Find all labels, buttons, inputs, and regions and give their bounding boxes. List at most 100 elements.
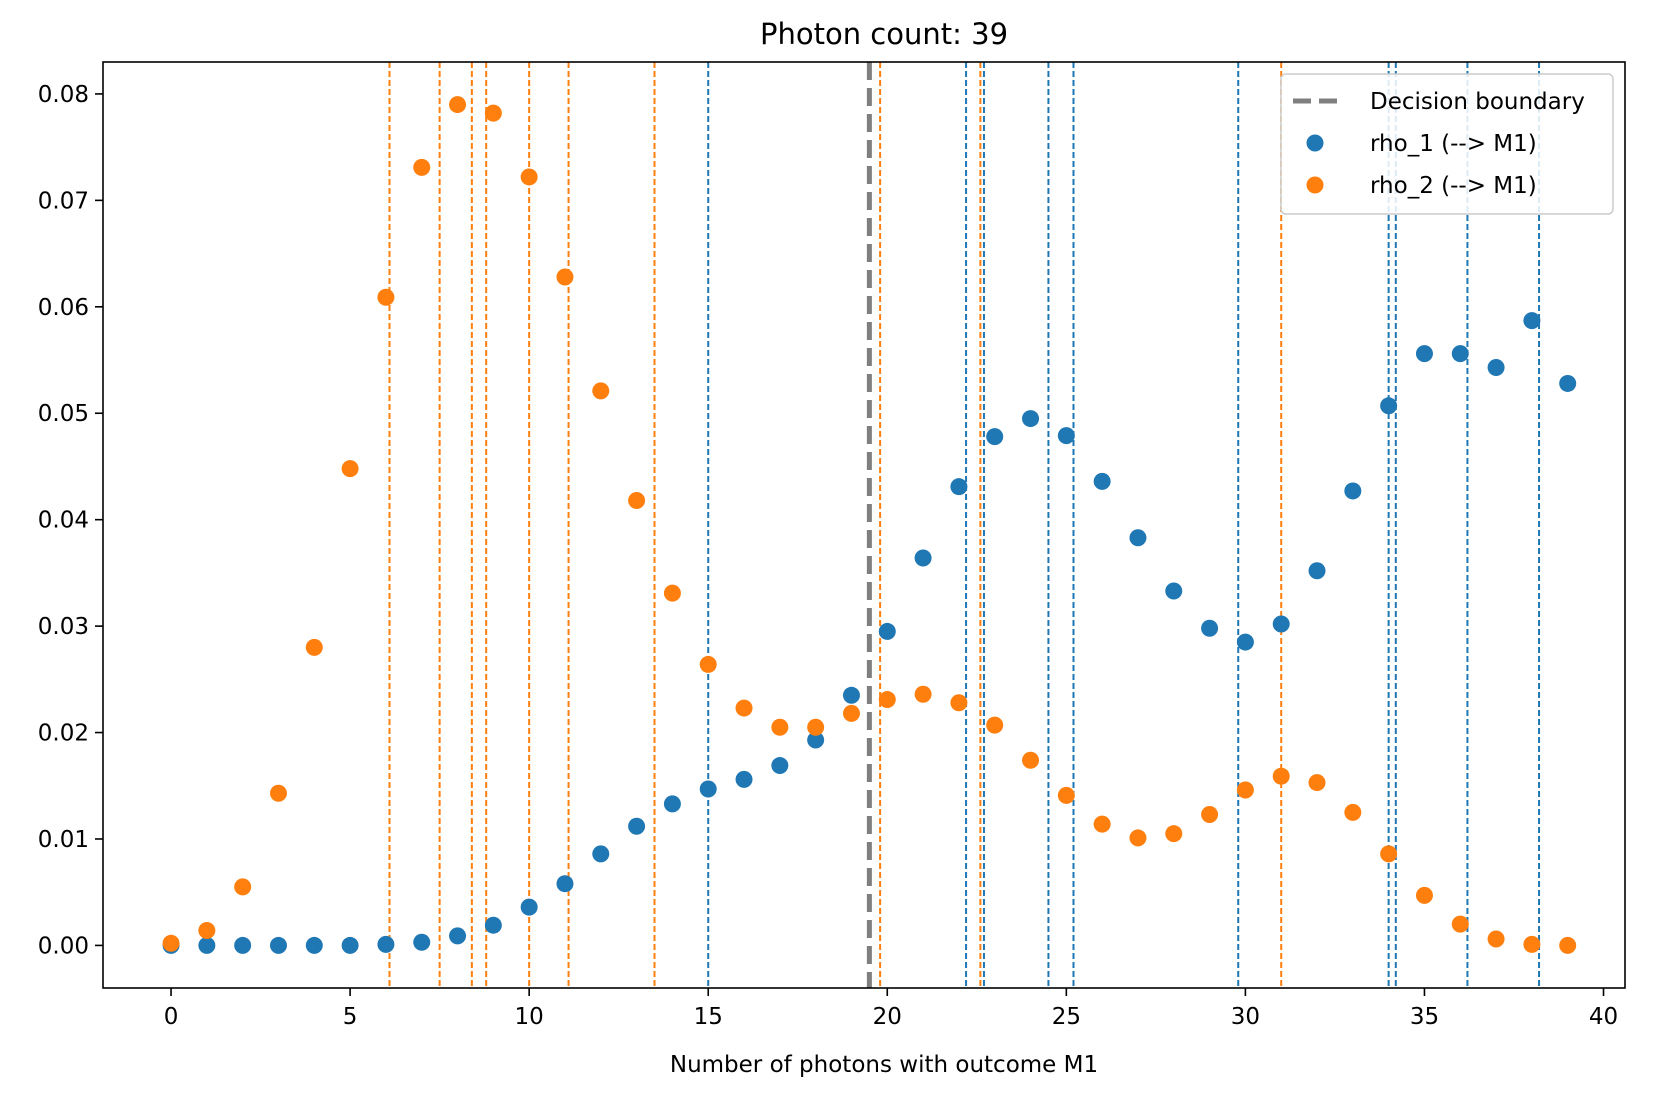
x-axis-label: Number of photons with outcome M1 <box>670 1052 1098 1078</box>
data-point-series1-23 <box>986 428 1004 446</box>
x-tick-label-5: 25 <box>1052 1004 1081 1030</box>
data-point-series1-28 <box>1165 582 1183 600</box>
chart-title: Photon count: 39 <box>760 17 1008 51</box>
data-point-series1-38 <box>1523 312 1541 330</box>
data-point-series1-7 <box>413 933 431 951</box>
x-tick-label-6: 30 <box>1231 1004 1260 1030</box>
data-point-series1-20 <box>878 622 896 640</box>
data-point-series2-2 <box>234 878 252 896</box>
data-point-series1-17 <box>771 757 789 775</box>
data-point-series1-37 <box>1487 358 1505 376</box>
legend-label-decision-boundary: Decision boundary <box>1370 89 1585 115</box>
x-tick-label-7: 35 <box>1410 1004 1439 1030</box>
y-tick-label-5: 0.05 <box>38 401 89 427</box>
data-point-series2-39 <box>1559 936 1577 954</box>
data-point-series1-5 <box>341 936 359 954</box>
data-point-series1-36 <box>1451 345 1469 363</box>
data-point-series2-32 <box>1308 774 1326 792</box>
data-point-series2-7 <box>413 158 431 176</box>
axes-frame <box>102 61 1626 989</box>
data-point-series1-33 <box>1344 482 1362 500</box>
x-tick-label-1: 5 <box>343 1004 358 1030</box>
y-tick-label-1: 0.01 <box>38 827 89 853</box>
data-point-series2-27 <box>1129 829 1147 847</box>
data-point-series2-18 <box>807 718 825 736</box>
data-point-series2-13 <box>628 492 646 510</box>
data-point-series2-19 <box>842 704 860 722</box>
data-point-series2-11 <box>556 268 574 286</box>
legend: Decision boundary rho_1 (--> M1) rho_2 (--… <box>1280 73 1614 215</box>
data-point-series1-4 <box>305 936 323 954</box>
data-point-series2-36 <box>1451 915 1469 933</box>
data-point-series1-26 <box>1093 472 1111 490</box>
data-point-series2-1 <box>198 922 216 940</box>
y-tick-label-6: 0.06 <box>38 295 89 321</box>
data-point-series2-21 <box>914 685 932 703</box>
x-tick-label-2: 10 <box>515 1004 544 1030</box>
data-point-series1-10 <box>520 898 538 916</box>
legend-label-series2: rho_2 (--> M1) <box>1370 173 1537 199</box>
data-point-series2-12 <box>592 382 610 400</box>
data-point-series2-33 <box>1344 803 1362 821</box>
data-point-series1-3 <box>269 936 287 954</box>
data-point-series1-30 <box>1236 633 1254 651</box>
data-point-series2-10 <box>520 168 538 186</box>
data-point-series1-19 <box>842 686 860 704</box>
plot-area: 0 5 10 15 20 25 30 35 40 0.00 0.01 0.02 0.03 0.04 0.05… <box>38 61 1626 1030</box>
legend-box <box>1280 73 1614 215</box>
data-point-series2-25 <box>1057 786 1075 804</box>
data-point-series2-14 <box>663 584 681 602</box>
data-point-series2-3 <box>269 784 287 802</box>
data-point-series2-4 <box>305 638 323 656</box>
data-point-series2-15 <box>699 655 717 673</box>
x-tick-label-0: 0 <box>164 1004 179 1030</box>
data-point-series1-32 <box>1308 562 1326 580</box>
data-point-series1-14 <box>663 795 681 813</box>
y-tick-label-8: 0.08 <box>38 82 89 108</box>
y-tick-label-4: 0.04 <box>38 508 89 534</box>
legend-marker-series1 <box>1306 134 1324 152</box>
data-point-series2-24 <box>1022 751 1040 769</box>
data-point-series2-20 <box>878 691 896 709</box>
data-point-series1-35 <box>1415 345 1433 363</box>
data-point-series2-28 <box>1165 825 1183 843</box>
data-point-series2-23 <box>986 716 1004 734</box>
legend-marker-series2 <box>1306 176 1324 194</box>
data-point-series2-5 <box>341 460 359 478</box>
data-point-series1-22 <box>950 478 968 496</box>
data-point-series2-26 <box>1093 815 1111 833</box>
y-tick-label-7: 0.07 <box>38 188 89 214</box>
y-tick-label-3: 0.03 <box>38 614 89 640</box>
data-point-series1-31 <box>1272 615 1290 633</box>
data-point-series2-8 <box>449 96 467 114</box>
data-point-series1-1 <box>198 936 216 954</box>
data-point-series2-37 <box>1487 930 1505 948</box>
y-tick-label-2: 0.02 <box>38 721 89 747</box>
data-point-series1-21 <box>914 549 932 567</box>
y-tick-label-0: 0.00 <box>38 933 89 959</box>
data-point-series2-35 <box>1415 886 1433 904</box>
data-point-series1-29 <box>1201 619 1219 637</box>
data-point-series1-24 <box>1022 410 1040 428</box>
data-point-series2-29 <box>1201 806 1219 824</box>
data-point-series2-34 <box>1380 845 1398 863</box>
data-point-series2-16 <box>735 699 753 717</box>
data-point-series1-12 <box>592 845 610 863</box>
data-point-series1-18 <box>807 731 825 749</box>
data-point-series2-30 <box>1236 781 1254 799</box>
data-point-series2-31 <box>1272 767 1290 785</box>
data-point-series1-39 <box>1559 374 1577 392</box>
data-point-series1-15 <box>699 780 717 798</box>
data-point-series1-11 <box>556 875 574 893</box>
data-point-series1-25 <box>1057 427 1075 445</box>
data-point-series1-9 <box>484 916 502 934</box>
data-point-series2-17 <box>771 718 789 736</box>
data-point-series1-27 <box>1129 529 1147 547</box>
legend-label-series1: rho_1 (--> M1) <box>1370 131 1537 157</box>
x-tick-label-4: 20 <box>873 1004 902 1030</box>
data-point-series2-22 <box>950 694 968 712</box>
data-point-series1-13 <box>628 817 646 835</box>
data-point-series1-8 <box>449 927 467 945</box>
data-point-series1-2 <box>234 936 252 954</box>
